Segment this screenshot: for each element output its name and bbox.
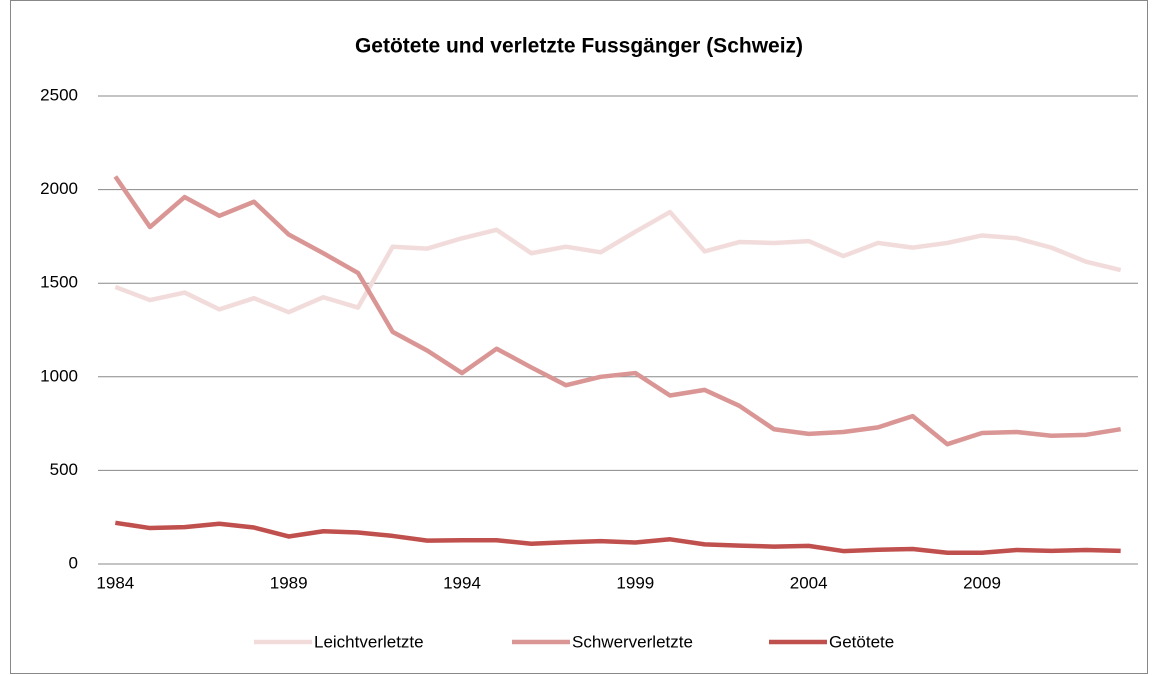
x-tick-label: 1984 bbox=[96, 573, 134, 592]
y-tick-label: 1000 bbox=[40, 366, 78, 385]
line bbox=[114, 520, 1121, 556]
x-tick-label: 2004 bbox=[790, 573, 828, 592]
y-tick-label: 1500 bbox=[40, 273, 78, 292]
line bbox=[114, 209, 1122, 315]
chart-border bbox=[10, 0, 1148, 674]
x-tick-label: 1994 bbox=[443, 573, 481, 592]
x-tick-label: 2009 bbox=[963, 573, 1001, 592]
legend-label: Schwerverletzte bbox=[572, 632, 693, 651]
chart-title: Getötete und verletzte Fussgänger (Schwe… bbox=[355, 35, 803, 58]
y-tick-label: 0 bbox=[69, 553, 78, 572]
line bbox=[113, 175, 1122, 447]
y-tick-label: 500 bbox=[50, 460, 78, 479]
x-tick-label: 1989 bbox=[270, 573, 308, 592]
x-tick-label: 1999 bbox=[616, 573, 654, 592]
legend-label: Leichtverletzte bbox=[314, 632, 424, 651]
y-tick-label: 2000 bbox=[40, 179, 78, 198]
legend-label: Getötete bbox=[829, 632, 894, 651]
y-tick-label: 2500 bbox=[40, 85, 78, 104]
